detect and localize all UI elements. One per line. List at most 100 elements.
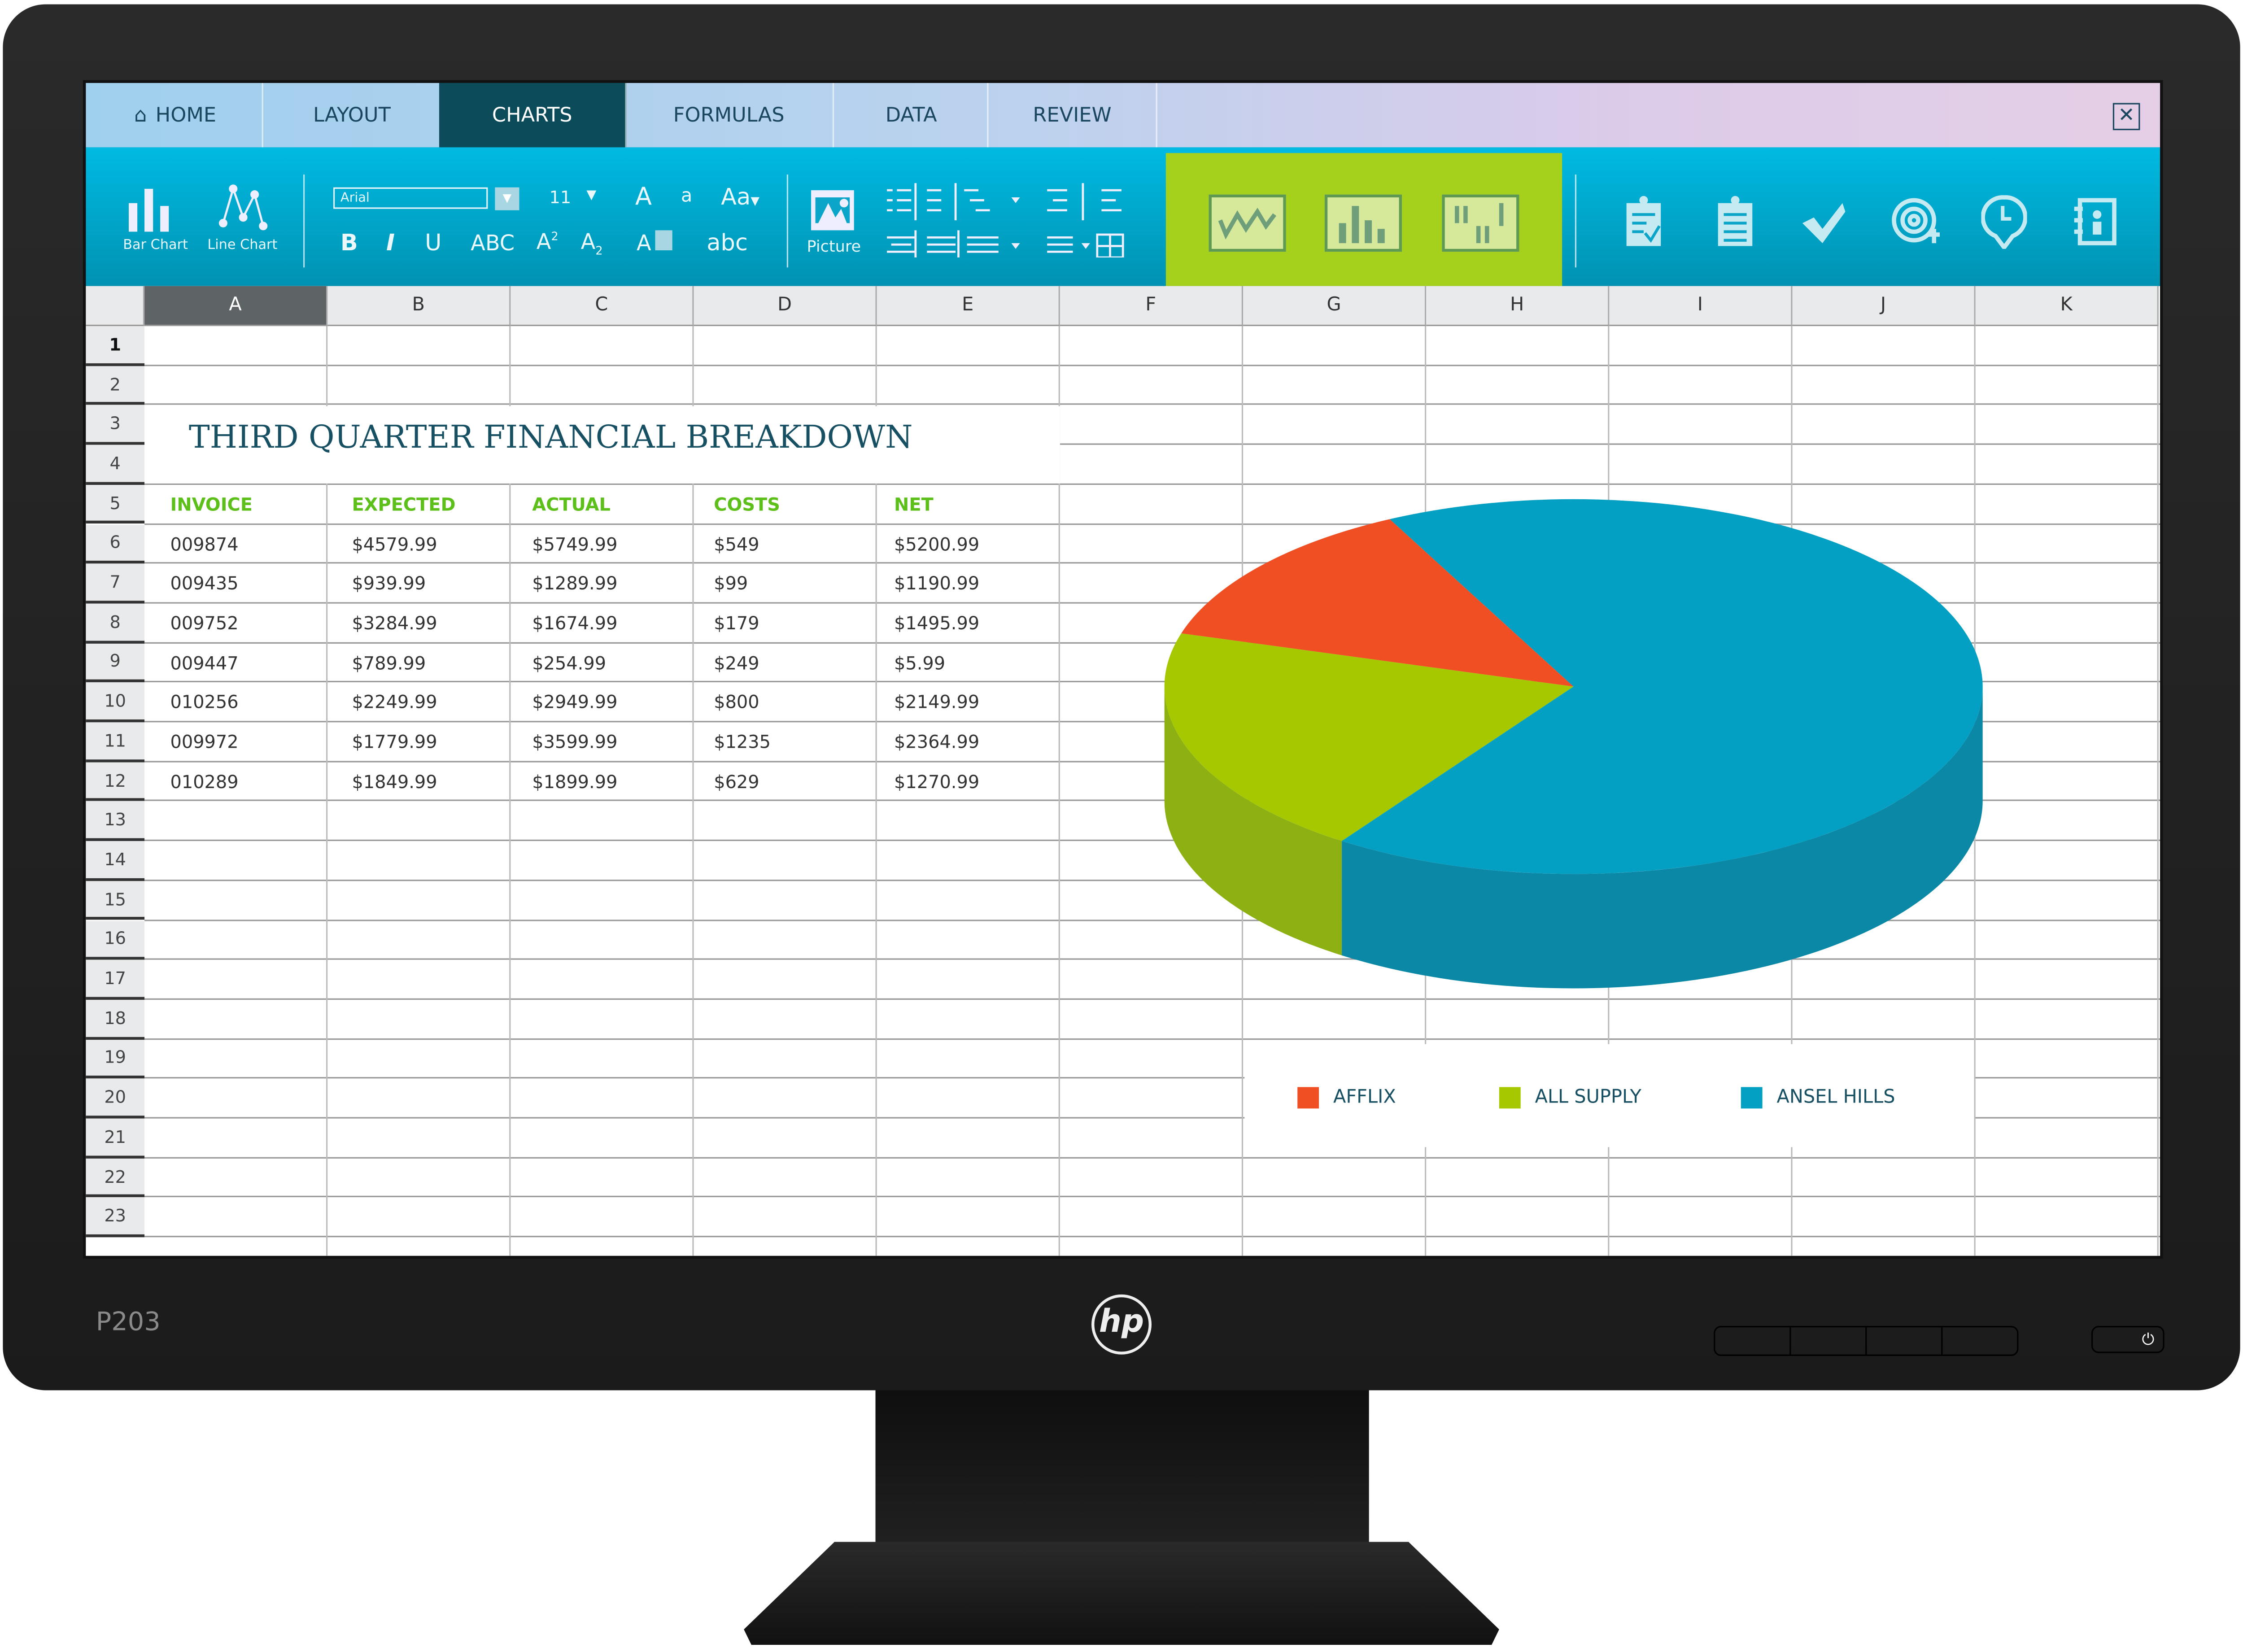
osd-button[interactable] <box>1791 1327 1867 1355</box>
power-button[interactable]: ⏻ <box>2091 1326 2164 1353</box>
column-header-g[interactable]: G <box>1243 286 1427 327</box>
row-header-12[interactable]: 12 <box>86 762 145 802</box>
table-cell[interactable]: $1849.99 <box>352 770 437 792</box>
clipboard-list-icon[interactable] <box>1714 195 1757 246</box>
table-cell[interactable]: 009435 <box>170 572 239 594</box>
row-header-11[interactable]: 11 <box>86 722 145 762</box>
table-cell[interactable]: $2149.99 <box>894 691 980 713</box>
table-cell[interactable]: $1674.99 <box>532 612 618 634</box>
line-chart-type-button[interactable] <box>1209 194 1286 252</box>
line-chart-icon[interactable] <box>214 183 272 231</box>
row-header-21[interactable]: 21 <box>86 1118 145 1158</box>
row-header-13[interactable]: 13 <box>86 801 145 841</box>
table-cell[interactable]: $179 <box>714 612 759 634</box>
target-add-icon[interactable] <box>1891 197 1940 246</box>
column-header-e[interactable]: E <box>877 286 1060 327</box>
clock-location-icon[interactable] <box>1981 195 2027 249</box>
shrink-font-button[interactable]: a <box>681 186 693 208</box>
clipboard-check-icon[interactable] <box>1622 195 1665 246</box>
column-header-d[interactable]: D <box>694 286 877 327</box>
table-cell[interactable]: $99 <box>714 572 748 594</box>
tab-data[interactable]: DATA <box>835 83 989 148</box>
table-cell[interactable]: $2949.99 <box>532 691 618 713</box>
column-header-k[interactable]: K <box>1975 286 2159 327</box>
select-all-corner[interactable] <box>86 286 145 327</box>
close-icon[interactable]: ✕ <box>2112 103 2140 131</box>
row-header-15[interactable]: 15 <box>86 880 145 920</box>
table-cell[interactable]: $1289.99 <box>532 572 618 594</box>
table-cell[interactable]: $629 <box>714 770 759 792</box>
table-cell[interactable]: $249 <box>714 651 759 673</box>
table-cell[interactable]: $1270.99 <box>894 770 980 792</box>
table-cell[interactable]: $789.99 <box>352 651 426 673</box>
table-cell[interactable]: $3284.99 <box>352 612 437 634</box>
table-header-cell[interactable]: ACTUAL <box>532 493 611 515</box>
table-cell[interactable]: $549 <box>714 532 759 554</box>
table-cell[interactable]: $800 <box>714 691 759 713</box>
stock-chart-type-button[interactable] <box>1442 194 1519 252</box>
subscript-button[interactable]: A2 <box>580 229 603 257</box>
table-cell[interactable]: 009447 <box>170 651 239 673</box>
tab-home[interactable]: ⌂ HOME <box>89 83 263 148</box>
table-cell[interactable]: 010256 <box>170 691 239 713</box>
font-size-field[interactable]: 11 <box>549 187 572 208</box>
table-cell[interactable]: $254.99 <box>532 651 607 673</box>
row-header-18[interactable]: 18 <box>86 999 145 1039</box>
table-header-cell[interactable]: EXPECTED <box>352 493 456 515</box>
column-header-c[interactable]: C <box>511 286 694 327</box>
superscript-button[interactable]: A2 <box>536 229 559 255</box>
table-cell[interactable]: $5200.99 <box>894 532 980 554</box>
table-cell[interactable]: $2364.99 <box>894 731 980 753</box>
row-header-14[interactable]: 14 <box>86 841 145 881</box>
underline-button[interactable]: U <box>425 229 442 256</box>
table-header-cell[interactable]: NET <box>894 493 934 515</box>
table-cell[interactable]: $4579.99 <box>352 532 437 554</box>
row-header-7[interactable]: 7 <box>86 563 145 604</box>
table-cell[interactable]: $1899.99 <box>532 770 618 792</box>
row-header-1[interactable]: 1 <box>86 326 145 366</box>
row-header-20[interactable]: 20 <box>86 1079 145 1119</box>
tab-charts[interactable]: CHARTS <box>439 83 627 148</box>
row-header-4[interactable]: 4 <box>86 445 145 485</box>
table-cell[interactable]: $3599.99 <box>532 731 618 753</box>
table-cell[interactable]: $5.99 <box>894 651 946 673</box>
osd-button[interactable] <box>1942 1327 2017 1355</box>
checkmark-icon[interactable] <box>1800 200 1848 244</box>
table-cell[interactable]: $1190.99 <box>894 572 980 594</box>
font-size-chevron-icon[interactable]: ▼ <box>586 188 597 203</box>
table-cell[interactable]: $1495.99 <box>894 612 980 634</box>
grow-font-button[interactable]: A <box>635 183 652 212</box>
row-header-5[interactable]: 5 <box>86 484 145 524</box>
column-header-j[interactable]: J <box>1792 286 1976 327</box>
row-header-2[interactable]: 2 <box>86 366 145 405</box>
table-cell[interactable]: $1779.99 <box>352 731 437 753</box>
font-dropdown-chevron-icon[interactable]: ▼ <box>495 187 519 210</box>
bold-button[interactable]: B <box>340 229 358 256</box>
table-header-cell[interactable]: COSTS <box>714 493 780 515</box>
row-header-17[interactable]: 17 <box>86 960 145 1000</box>
strikethrough-button[interactable]: ABC <box>471 230 515 256</box>
row-header-19[interactable]: 19 <box>86 1039 145 1079</box>
row-header-10[interactable]: 10 <box>86 683 145 723</box>
table-cell[interactable]: $5749.99 <box>532 532 618 554</box>
italic-button[interactable]: I <box>386 229 395 256</box>
osd-button[interactable] <box>1867 1327 1943 1355</box>
row-header-9[interactable]: 9 <box>86 643 145 683</box>
table-cell[interactable]: 009972 <box>170 731 239 753</box>
table-cell[interactable]: $1235 <box>714 731 771 753</box>
font-name-field[interactable]: Arial <box>333 187 488 209</box>
row-header-6[interactable]: 6 <box>86 524 145 564</box>
column-header-f[interactable]: F <box>1060 286 1244 327</box>
table-cell[interactable]: 010289 <box>170 770 239 792</box>
column-header-i[interactable]: I <box>1609 286 1793 327</box>
paragraph-tools[interactable] <box>884 183 1135 257</box>
row-header-16[interactable]: 16 <box>86 920 145 960</box>
spellcheck-button[interactable]: abc <box>707 229 748 256</box>
bar-chart-icon[interactable] <box>126 186 180 232</box>
row-header-23[interactable]: 23 <box>86 1198 145 1238</box>
table-header-cell[interactable]: INVOICE <box>170 493 253 515</box>
column-header-a[interactable]: A <box>144 286 328 327</box>
table-cell[interactable]: $2249.99 <box>352 691 437 713</box>
row-header-22[interactable]: 22 <box>86 1158 145 1198</box>
change-case-button[interactable]: Aa▼ <box>721 183 759 210</box>
